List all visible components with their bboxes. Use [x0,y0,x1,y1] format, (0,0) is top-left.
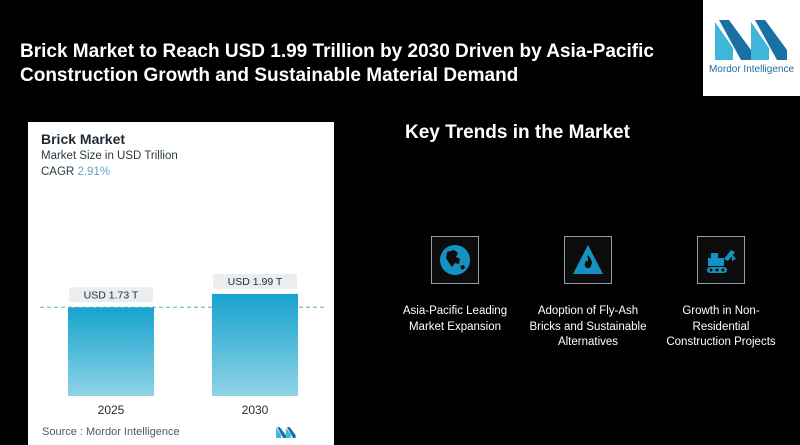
bar-2030 [212,293,298,396]
x-tick-label: 2025 [98,403,125,417]
trend-label: Adoption of Fly-Ash Bricks and Sustainab… [529,305,647,348]
cagr-value: 2.91% [77,166,111,178]
excavator-icon [707,250,736,273]
chart-title: Brick Market [41,131,126,147]
trend-icon-box [431,236,479,284]
trend-item-fly-ash: Adoption of Fly-Ash Bricks and Sustainab… [528,236,648,351]
chart-cagr: CAGR 2.91% [41,166,110,178]
trend-item-non-residential: Growth in Non-Residential Construction P… [661,236,781,351]
globe-asia-icon [440,245,470,275]
trend-icon-box [697,236,745,284]
chart-source: Source : Mordor Intelligence [42,426,180,438]
fire-warning-icon [573,245,603,274]
data-label: USD 1.99 T [228,276,283,288]
trend-label: Asia-Pacific Leading Market Expansion [402,305,508,333]
logo-text: Mordor Intelligence [708,64,795,75]
source-logo-icon [276,427,296,438]
bar-chart: USD 1.73 T 2025 USD 1.99 T 2030 [40,273,326,417]
chart-subtitle: Market Size in USD Trillion [41,150,178,162]
trend-item-asia-pacific: Asia-Pacific Leading Market Expansion [395,236,515,335]
trend-label: Growth in Non-Residential Construction P… [666,305,776,348]
data-label-bg [69,287,153,303]
data-label-bg [213,273,297,289]
chart-card: USD 1.73 T 2025 USD 1.99 T 2030 Brick Marke… [28,122,334,445]
page-headline: Brick Market to Reach USD 1.99 Trillion … [20,41,654,86]
data-label: USD 1.73 T [84,289,139,301]
trend-icon-box [564,236,612,284]
brand-logo: Mordor Intelligence [703,0,800,96]
mordor-logo-icon [715,20,787,60]
bar-2025 [68,307,154,396]
x-tick-label: 2030 [242,403,269,417]
trends-title: Key Trends in the Market [405,122,630,143]
cagr-label: CAGR [41,166,75,178]
